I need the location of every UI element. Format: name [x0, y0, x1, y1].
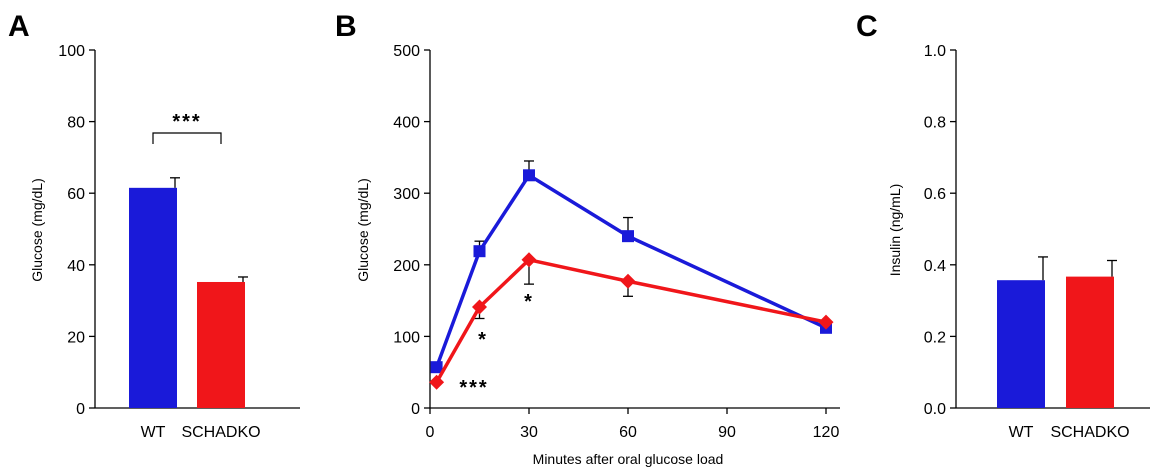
- panel-b-schadko-marker: [620, 273, 636, 289]
- panel-b-y-tick-label: 300: [393, 186, 420, 203]
- panel-a-bar-schadko: [197, 281, 245, 408]
- panel-b-schadko-marker: [429, 374, 445, 390]
- panel-b-significance-label: *: [524, 291, 534, 313]
- panel-a-y-axis-title: Glucose (mg/dL): [29, 178, 45, 281]
- panel-a-x-tick-label-wt: WT: [141, 424, 166, 441]
- panel-b-x-tick-label: 90: [718, 424, 736, 441]
- panel-a-y-tick-label: 20: [67, 329, 85, 346]
- panel-b-schadko-marker: [472, 299, 487, 315]
- panel-c-x-tick-label-schadko: SCHADKO: [1050, 424, 1129, 441]
- panel-b-y-tick-label: 500: [393, 43, 420, 60]
- panel-b-y-tick-label: 200: [393, 258, 420, 275]
- panel-b-significance-label: *: [478, 329, 488, 351]
- panel-c-bar-schadko: [1066, 276, 1114, 408]
- panel-b-x-axis-title: Minutes after oral glucose load: [533, 451, 724, 467]
- panel-a-x-tick-label-schadko: SCHADKO: [181, 424, 260, 441]
- panel-c-bar-chart: 0.0 0.2 0.4 0.6 0.8 1.0 WT SCHADKO: [924, 43, 1150, 441]
- panel-b-x-tick-label: 60: [619, 424, 637, 441]
- panel-b-wt-line: [434, 173, 827, 368]
- panel-a-significance-bracket: [152, 132, 222, 144]
- panel-a-bar-chart: 0 20 40 60 80 100 WT SCHADKO ***: [58, 43, 300, 441]
- panel-c-y-tick-label: 0.4: [924, 258, 946, 275]
- panel-c-y-axis-title: Insulin (ng/mL): [887, 184, 903, 277]
- panel-a-y-tick-label: 80: [67, 115, 85, 132]
- panel-a-y-tick-label: 0: [76, 401, 85, 418]
- panel-b-y-axis-title: Glucose (mg/dL): [355, 178, 371, 281]
- panel-c-bar-wt: [997, 280, 1045, 408]
- panel-b-wt-marker: [473, 245, 486, 258]
- panel-b-wt-marker: [622, 230, 634, 243]
- panel-a-letter: A: [8, 10, 30, 43]
- panel-b-significance-label: ***: [459, 377, 488, 399]
- panel-b-x-tick-label: 120: [813, 424, 840, 441]
- panel-c-y-tick-label: 1.0: [924, 43, 946, 60]
- panel-b-schadko-marker: [521, 252, 537, 268]
- panel-a-y-tick-label: 40: [67, 258, 85, 275]
- panel-b-y-tick-label: 100: [393, 329, 420, 346]
- panel-b-schadko-marker: [818, 314, 834, 330]
- panel-a-bar-wt: [129, 187, 177, 408]
- panel-c-y-tick-label: 0.2: [924, 329, 946, 346]
- panel-c-y-tick-label: 0.8: [924, 115, 946, 132]
- panel-a-significance-label: ***: [172, 111, 201, 133]
- panel-c-x-tick-label-wt: WT: [1009, 424, 1034, 441]
- panel-b-wt-marker: [430, 361, 443, 374]
- panel-b-x-tick-label: 30: [520, 424, 538, 441]
- panel-c-y-tick-label: 0.6: [924, 186, 946, 203]
- panel-b-x-tick-label: 0: [426, 424, 435, 441]
- panel-b-y-tick-label: 0: [411, 401, 420, 418]
- panel-a-y-tick-label: 60: [67, 186, 85, 203]
- panel-b-letter: B: [335, 10, 357, 43]
- panel-a-y-tick-label: 100: [58, 43, 85, 60]
- panel-c-y-tick-label: 0.0: [924, 401, 946, 418]
- panel-b-wt-marker: [523, 169, 535, 182]
- panel-c-letter: C: [856, 10, 878, 43]
- panel-b-y-tick-label: 400: [393, 115, 420, 132]
